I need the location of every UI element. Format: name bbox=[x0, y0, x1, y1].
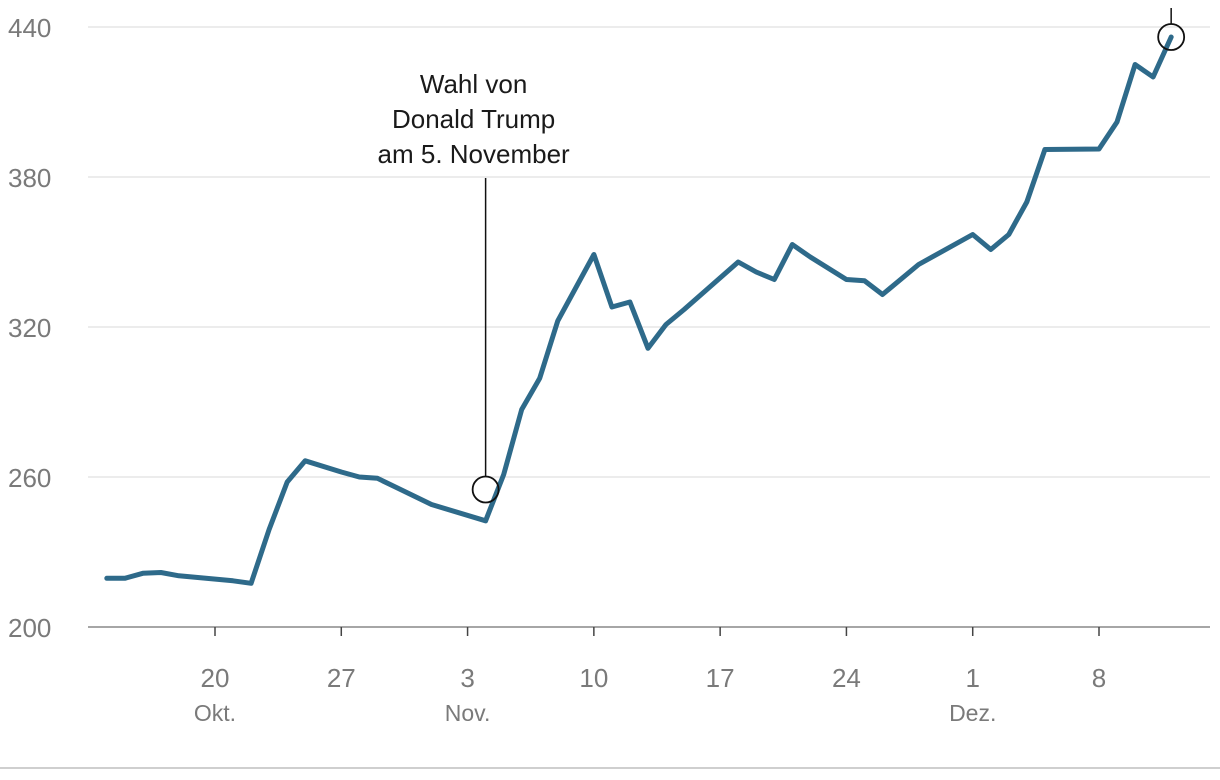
x-tick-label: 10 bbox=[579, 663, 608, 693]
x-month-label: Dez. bbox=[949, 700, 996, 726]
x-tick-label: 3 bbox=[460, 663, 474, 693]
x-tick-label: 1 bbox=[965, 663, 979, 693]
latest-value-marker-circle bbox=[1157, 23, 1186, 51]
x-month-label: Nov. bbox=[445, 700, 491, 726]
x-tick-label: 8 bbox=[1092, 663, 1106, 693]
y-tick-label: 260 bbox=[8, 463, 51, 493]
y-tick-label: 320 bbox=[8, 313, 51, 343]
x-tick-label: 17 bbox=[706, 663, 735, 693]
y-tick-label: 200 bbox=[8, 613, 51, 643]
x-tick-label: 27 bbox=[327, 663, 356, 693]
y-tick-label: 440 bbox=[8, 13, 51, 43]
series-line bbox=[104, 34, 1174, 586]
y-tick-label: 380 bbox=[8, 163, 51, 193]
election-marker-circle bbox=[471, 475, 500, 504]
x-tick-label: 24 bbox=[832, 663, 861, 693]
annotation-text-line: Wahl von bbox=[420, 69, 527, 99]
annotation-text-line: Donald Trump bbox=[392, 104, 555, 134]
x-tick-label: 20 bbox=[201, 663, 230, 693]
annotation-text-line: am 5. November bbox=[378, 139, 571, 169]
x-month-label: Okt. bbox=[194, 700, 236, 726]
